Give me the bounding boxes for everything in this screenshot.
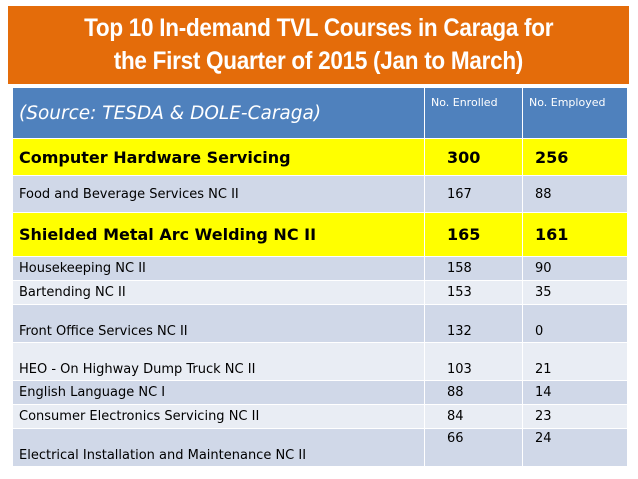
course-name: Bartending NC II [12, 280, 425, 305]
course-name: Computer Hardware Servicing [12, 138, 425, 176]
title-line-2: the First Quarter of 2015 (Jan to March) [113, 47, 524, 75]
enrolled-value: 167 [424, 175, 523, 213]
course-name: Electrical Installation and Maintenance … [12, 428, 425, 467]
enrolled-value: 103 [424, 342, 523, 381]
courses-table: (Source: TESDA & DOLE-Caraga) No. Enroll… [12, 87, 628, 467]
course-name: Shielded Metal Arc Welding NC II [12, 212, 425, 257]
header-enrolled: No. Enrolled [424, 87, 523, 139]
enrolled-value: 84 [424, 404, 523, 429]
title-banner: Top 10 In-demand TVL Courses in Caraga f… [8, 6, 629, 84]
employed-value: 88 [522, 175, 628, 213]
enrolled-value: 165 [424, 212, 523, 257]
table-header-row: (Source: TESDA & DOLE-Caraga) No. Enroll… [12, 87, 628, 139]
employed-value: 24 [522, 428, 628, 467]
enrolled-value: 153 [424, 280, 523, 305]
employed-value: 256 [522, 138, 628, 176]
enrolled-value: 66 [424, 428, 523, 467]
employed-value: 23 [522, 404, 628, 429]
employed-value: 90 [522, 256, 628, 281]
table-row: Bartending NC II 153 35 [12, 280, 628, 305]
table-row: Housekeeping NC II 158 90 [12, 256, 628, 281]
employed-value: 14 [522, 380, 628, 405]
course-name: HEO - On Highway Dump Truck NC II [12, 342, 425, 381]
table-row: Computer Hardware Servicing 300 256 [12, 138, 628, 176]
table-row: Front Office Services NC II 132 0 [12, 304, 628, 343]
employed-value: 35 [522, 280, 628, 305]
title-line-1: Top 10 In-demand TVL Courses in Caraga f… [83, 14, 554, 42]
table-row: Electrical Installation and Maintenance … [12, 428, 628, 467]
table-row: HEO - On Highway Dump Truck NC II 103 21 [12, 342, 628, 381]
course-name: Consumer Electronics Servicing NC II [12, 404, 425, 429]
table-row: English Language NC I 88 14 [12, 380, 628, 405]
course-name: Front Office Services NC II [12, 304, 425, 343]
enrolled-value: 300 [424, 138, 523, 176]
course-name: English Language NC I [12, 380, 425, 405]
table-row: Shielded Metal Arc Welding NC II 165 161 [12, 212, 628, 257]
table-row: Food and Beverage Services NC II 167 88 [12, 175, 628, 213]
header-employed: No. Employed [522, 87, 628, 139]
enrolled-value: 158 [424, 256, 523, 281]
course-name: Housekeeping NC II [12, 256, 425, 281]
employed-value: 0 [522, 304, 628, 343]
enrolled-value: 88 [424, 380, 523, 405]
source-note: (Source: TESDA & DOLE-Caraga) [12, 87, 425, 139]
course-name: Food and Beverage Services NC II [12, 175, 425, 213]
employed-value: 161 [522, 212, 628, 257]
table-row: Consumer Electronics Servicing NC II 84 … [12, 404, 628, 429]
employed-value: 21 [522, 342, 628, 381]
enrolled-value: 132 [424, 304, 523, 343]
